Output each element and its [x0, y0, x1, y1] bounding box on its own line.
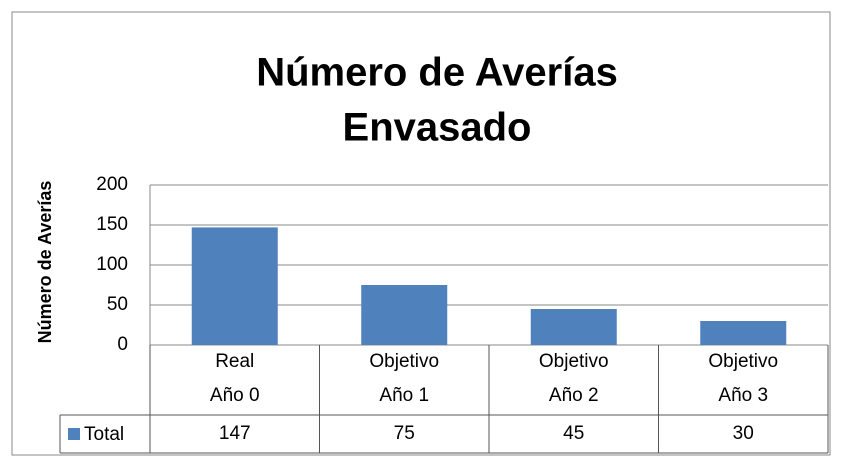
- bar: [361, 285, 448, 345]
- x-tick-label: Objetivo: [369, 351, 439, 372]
- bar: [530, 309, 617, 345]
- legend-swatch: [68, 428, 80, 440]
- chart-title: Número de Averías: [256, 51, 618, 95]
- bar: [191, 227, 278, 345]
- table-value: 30: [733, 423, 754, 444]
- y-tick-label: 100: [96, 254, 128, 275]
- x-tick-label: Objetivo: [708, 351, 778, 372]
- x-tick-label: Año 2: [549, 385, 599, 406]
- table-value: 147: [219, 423, 251, 444]
- y-tick-label: 200: [96, 174, 128, 195]
- chart-frame: [11, 11, 831, 456]
- y-tick-label: 50: [107, 294, 128, 315]
- bar: [700, 321, 787, 345]
- x-tick-label: Año 1: [379, 385, 429, 406]
- y-axis-label: Número de Averías: [35, 181, 55, 344]
- legend-label: Total: [84, 424, 124, 445]
- x-tick-label: Año 3: [718, 385, 768, 406]
- x-tick-label: Real: [215, 351, 254, 372]
- chart-title: Envasado: [343, 106, 532, 150]
- table-value: 45: [563, 423, 584, 444]
- y-tick-label: 150: [96, 214, 128, 235]
- y-tick-label: 0: [117, 334, 128, 355]
- x-tick-label: Año 0: [210, 385, 260, 406]
- x-tick-label: Objetivo: [539, 351, 609, 372]
- table-value: 75: [394, 423, 415, 444]
